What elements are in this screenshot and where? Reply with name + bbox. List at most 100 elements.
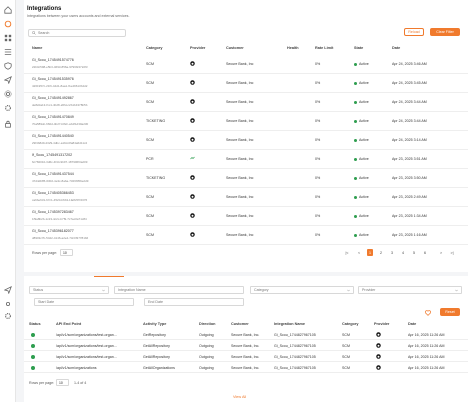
category-cell: SCM xyxy=(146,233,154,237)
page-button[interactable]: 6 xyxy=(424,250,426,255)
settings-icon[interactable] xyxy=(4,90,12,98)
integration-name-filter[interactable]: Integration Name xyxy=(114,286,244,294)
integration-name[interactable]: Gi_Scou_1745491470849 xyxy=(32,115,74,119)
search-box[interactable] xyxy=(28,29,126,37)
list-icon[interactable] xyxy=(4,48,12,56)
col-category[interactable]: Category xyxy=(342,322,359,326)
first-page-button[interactable]: |< xyxy=(345,250,349,255)
table-row[interactable]: Gi_Scou_1745491574776 22b0c598-e5b3-4693-… xyxy=(24,55,468,74)
table-row[interactable]: Gi_Scou_1745491440540 29f4b8d9-2329-4dbc-… xyxy=(24,131,468,150)
table-row[interactable]: /api/v1/scm/organizations/test-organ... G… xyxy=(24,341,468,351)
page-button[interactable]: 3 xyxy=(391,250,393,255)
start-date-field[interactable]: Start Date xyxy=(34,298,134,306)
home-icon[interactable] xyxy=(4,6,12,14)
col-provider[interactable]: Provider xyxy=(374,322,390,326)
rows-per-page-select[interactable]: 10 xyxy=(56,379,69,386)
integration-name[interactable]: If_Scou_1745491317202 xyxy=(32,153,73,157)
page-button[interactable]: 5 xyxy=(413,250,415,255)
send-icon[interactable] xyxy=(4,286,12,294)
state-label: Active xyxy=(359,233,369,237)
provider-filter-label: Provider xyxy=(362,288,376,292)
integration-name[interactable]: Gi_Scou_1745396182077 xyxy=(32,229,74,233)
table-row[interactable]: Gi_Scou_1745491492867 de82da13-f1c1-4b28-… xyxy=(24,93,468,112)
table-row[interactable]: /api/v1/scm/organizations/test-organ... G… xyxy=(24,330,468,340)
endpoint-cell: /api/v1/scm/organizations/test-organ... xyxy=(56,344,117,348)
col-integration-name[interactable]: Integration Name xyxy=(274,322,306,326)
status-filter[interactable]: Status xyxy=(29,286,109,294)
integration-name-cell: Gi_Scou_1744827967105 xyxy=(274,344,316,348)
integrations-icon[interactable] xyxy=(4,20,12,28)
prev-page-button[interactable]: < xyxy=(357,250,361,255)
col-status[interactable]: Status xyxy=(29,322,41,326)
lock-icon[interactable] xyxy=(4,120,12,128)
integration-name[interactable]: Gi_Scou_1745491437544 xyxy=(32,172,74,176)
next-page-button[interactable]: > xyxy=(439,250,443,255)
table-row[interactable]: Gi_Scou_1745491437544 47d4db85-6302-4e3c-… xyxy=(24,169,468,188)
table-row[interactable]: Gi_Scou_1745491535976 4261957c-2fc6-44d1-… xyxy=(24,74,468,93)
integration-name[interactable]: Gi_Scou_1745491535976 xyxy=(32,77,74,81)
state-label: Active xyxy=(359,119,369,123)
clear-filter-button[interactable]: Clear Filter xyxy=(430,28,460,36)
chevron-down-icon xyxy=(347,289,350,292)
page-title: Integrations xyxy=(27,6,62,12)
grid-icon[interactable] xyxy=(4,34,12,42)
end-date-field[interactable]: End Date xyxy=(144,298,244,306)
integration-name[interactable]: Gi_Scou_1745491440540 xyxy=(32,134,74,138)
col-name[interactable]: Name xyxy=(32,46,43,50)
col-customer[interactable]: Customer xyxy=(226,46,244,50)
page-button[interactable]: 1 xyxy=(367,249,373,256)
rows-per-page-select[interactable]: 10 xyxy=(60,249,73,256)
col-direction[interactable]: Direction xyxy=(199,322,216,326)
date-cell: Apr 23, 2025 1:34 AM xyxy=(392,214,427,218)
gear-icon[interactable] xyxy=(4,104,12,112)
date-cell: Apr 23, 2025 3:50 AM xyxy=(392,176,427,180)
col-date[interactable]: Date xyxy=(392,46,401,50)
integration-id: 22b0c598-e5b3-4693-856a-9796bf4722f3 xyxy=(32,65,88,69)
table-row[interactable]: /api/v1/scm/organizations/test-organ... G… xyxy=(24,352,468,362)
customer-cell: Secure Bank, Inc xyxy=(226,62,254,66)
col-health[interactable]: Health xyxy=(287,46,299,50)
category-cell: SCM xyxy=(146,100,154,104)
customer-cell: Secure Bank, Inc xyxy=(226,81,254,85)
col-category[interactable]: Category xyxy=(146,46,163,50)
col-rate-limit[interactable]: Rate Limit xyxy=(315,46,334,50)
state-badge: Active xyxy=(354,100,369,104)
integration-name[interactable]: Gi_Scou_1745405366453 xyxy=(32,191,74,195)
send-icon[interactable] xyxy=(4,76,12,84)
integration-id: 4261957c-2fc6-44d1-8aa1-fbe49613b4d2 xyxy=(32,84,88,88)
integration-name[interactable]: Gi_Scou_1745491574776 xyxy=(32,58,74,62)
reset-button[interactable]: Reset xyxy=(440,308,460,316)
col-provider[interactable]: Provider xyxy=(190,46,206,50)
table-row[interactable]: Gi_Scou_1745396182077 d8903c7b-5422-4146-… xyxy=(24,226,468,245)
table-row[interactable]: Gi_Scou_1745397283467 1f9a8b2b-1c23-4c2c-… xyxy=(24,207,468,226)
page-button[interactable]: 4 xyxy=(402,250,404,255)
col-api-endpoint[interactable]: API End Point xyxy=(56,322,82,326)
settings-icon[interactable] xyxy=(4,300,12,308)
col-state[interactable]: State xyxy=(354,46,364,50)
rate-limit-cell: 0% xyxy=(315,195,321,199)
provider-filter[interactable]: Provider xyxy=(358,286,462,294)
customer-cell: Secure Bank, Inc. xyxy=(231,344,260,348)
integration-id: 47d4db85-6302-4e3c-8aba-7326f059e2d9 xyxy=(32,179,89,183)
integration-name[interactable]: Gi_Scou_1745491492867 xyxy=(32,96,74,100)
reload-button[interactable]: Reload xyxy=(404,28,424,36)
shield-icon[interactable] xyxy=(4,62,12,70)
integration-name[interactable]: Gi_Scou_1745397283467 xyxy=(32,210,74,214)
col-customer[interactable]: Customer xyxy=(231,322,249,326)
table-row[interactable]: /api/v1/scm/organizations GetAllOrganizat… xyxy=(24,363,468,373)
plug-icon[interactable] xyxy=(4,312,12,320)
activity-type-cell: GetAllRepository xyxy=(143,344,170,348)
page-button[interactable]: 2 xyxy=(380,250,382,255)
table-row[interactable]: Gi_Scou_1745491470849 7ba589dc-660d-4b27-… xyxy=(24,112,468,131)
table-row[interactable]: Gi_Scou_1745405366453 ca6be631-67c1-4520-… xyxy=(24,188,468,207)
category-filter[interactable]: Category xyxy=(250,286,354,294)
state-badge: Active xyxy=(354,214,369,218)
col-activity-type[interactable]: Activity Type xyxy=(143,322,167,326)
success-icon xyxy=(31,366,35,370)
heart-icon[interactable] xyxy=(425,310,431,316)
search-input[interactable] xyxy=(38,31,118,35)
view-all-link[interactable]: View All xyxy=(233,395,247,399)
table-row[interactable]: If_Scou_1745491317202 6c782010-3d6c-4f44-… xyxy=(24,150,468,169)
last-page-button[interactable]: >| xyxy=(450,250,454,255)
col-date[interactable]: Date xyxy=(408,322,417,326)
